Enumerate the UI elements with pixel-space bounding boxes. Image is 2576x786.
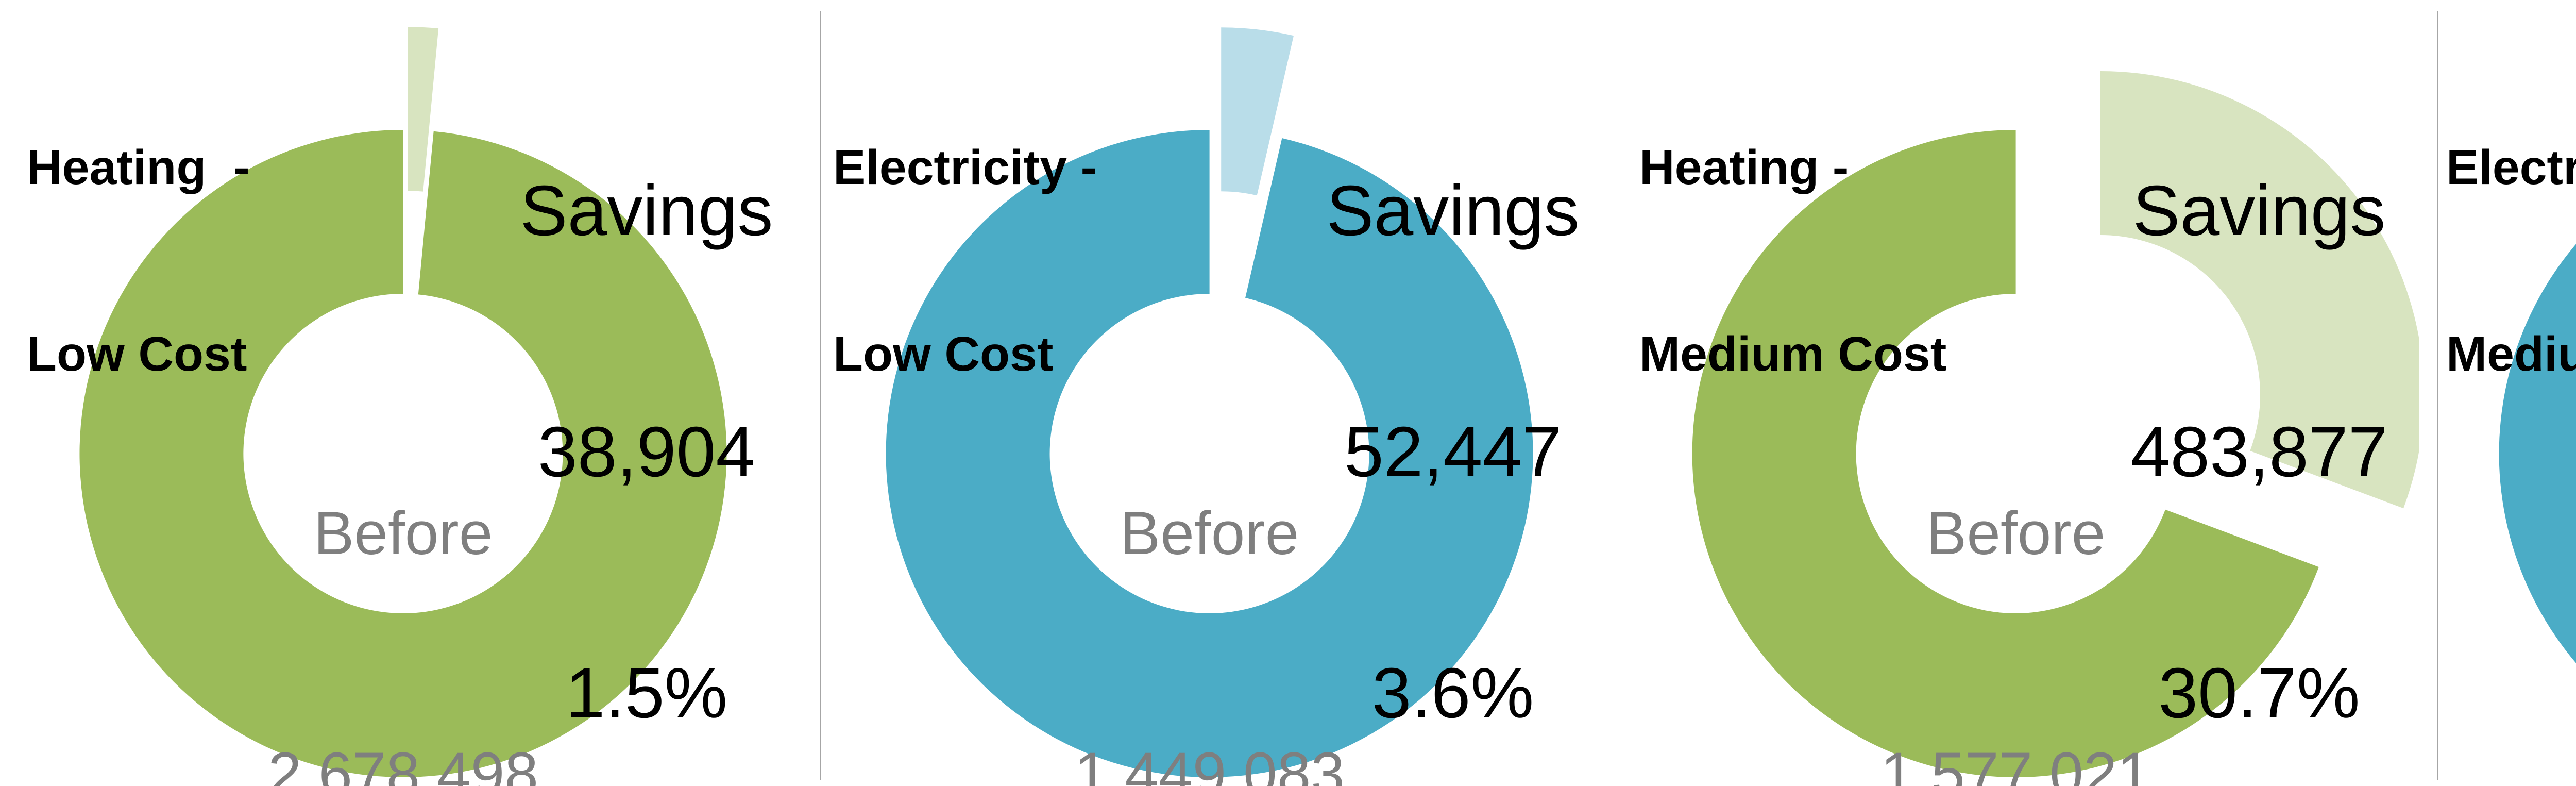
savings-value: 52,447 [1344,412,1562,492]
savings-label: Savings [520,171,773,250]
savings-percent: 30.7% [2158,653,2360,733]
chart-title-line2: Medium Cost [1639,327,1947,382]
savings-callout: Savings 52,447 3.6% [1298,10,1607,786]
donut-center-label: Before 557,076 kWh [2419,333,2576,786]
chart-title: Heating - Medium Cost [1639,12,1946,510]
donut-center-label: Before 1,577,021 kWh [1613,333,2419,786]
savings-callout: Savings 483,877 30.7% [2105,10,2414,786]
savings-callout: Savings 38,904 1.5% [492,10,801,786]
savings-label: Savings [2132,171,2386,250]
donut-savings-slice [2100,71,2419,509]
donut-center-label: Before 1,449,083 kWh [806,333,1613,786]
chart-title-line1: Heating - [1639,140,1849,195]
chart-title: Electricity - Low Cost [833,12,1097,510]
chart-panel-heating-medium: Heating - Medium Cost Savings 483,877 30… [1613,0,2419,786]
donut-chart [1692,71,2419,777]
before-value: 557,076 [2419,734,2576,786]
before-value: 1,577,021 [1880,740,2151,786]
chart-title: Heating - Low Cost [27,12,250,510]
savings-percent: 1.5% [565,653,728,733]
chart-title-line1: Heating - [27,140,250,195]
chart-panel-heating-low: Heating - Low Cost Savings 38,904 1.5% B… [0,0,806,786]
before-label: Before [2419,494,2576,574]
donut-chart [2499,244,2576,663]
chart-title-line2: Medium Cost [2446,327,2576,382]
chart-title-line2: Low Cost [833,327,1054,382]
donut-main-slice [1692,130,2319,777]
before-label: Before [1120,499,1299,567]
savings-value: 483,877 [2130,412,2388,492]
chart-title-line1: Electricity - [833,140,1097,195]
savings-value: 38,904 [537,412,756,492]
donut-chart [79,27,727,777]
savings-label: Savings [1326,171,1580,250]
donut-savings-slice [408,27,439,192]
before-value: 2,678,498 [268,740,538,786]
chart-title: Electricity - Medium Cost [2446,12,2576,510]
donut-center-label: Before 2,678,498 kWh [0,333,806,786]
chart-title-line1: Electricity - [2446,140,2576,195]
donut-main-slice [79,130,727,777]
before-label: Before [313,499,493,567]
donut-main-slice [2499,244,2576,663]
before-value: 1,449,083 [1074,740,1345,786]
donut-main-slice [886,129,1533,777]
panel-divider [2437,11,2438,780]
before-label: Before [1926,499,2106,567]
panel-divider [820,11,821,780]
donut-savings-slice [1221,27,1294,196]
chart-panel-electricity-low: Electricity - Low Cost Savings 52,447 3.… [806,0,1613,786]
savings-percent: 3.6% [1371,653,1534,733]
chart-title-line2: Low Cost [27,327,247,382]
chart-panel-electricity-medium: Electricity - Medium Cost Savings 77,488… [2419,0,2576,786]
donut-chart [886,27,1533,777]
